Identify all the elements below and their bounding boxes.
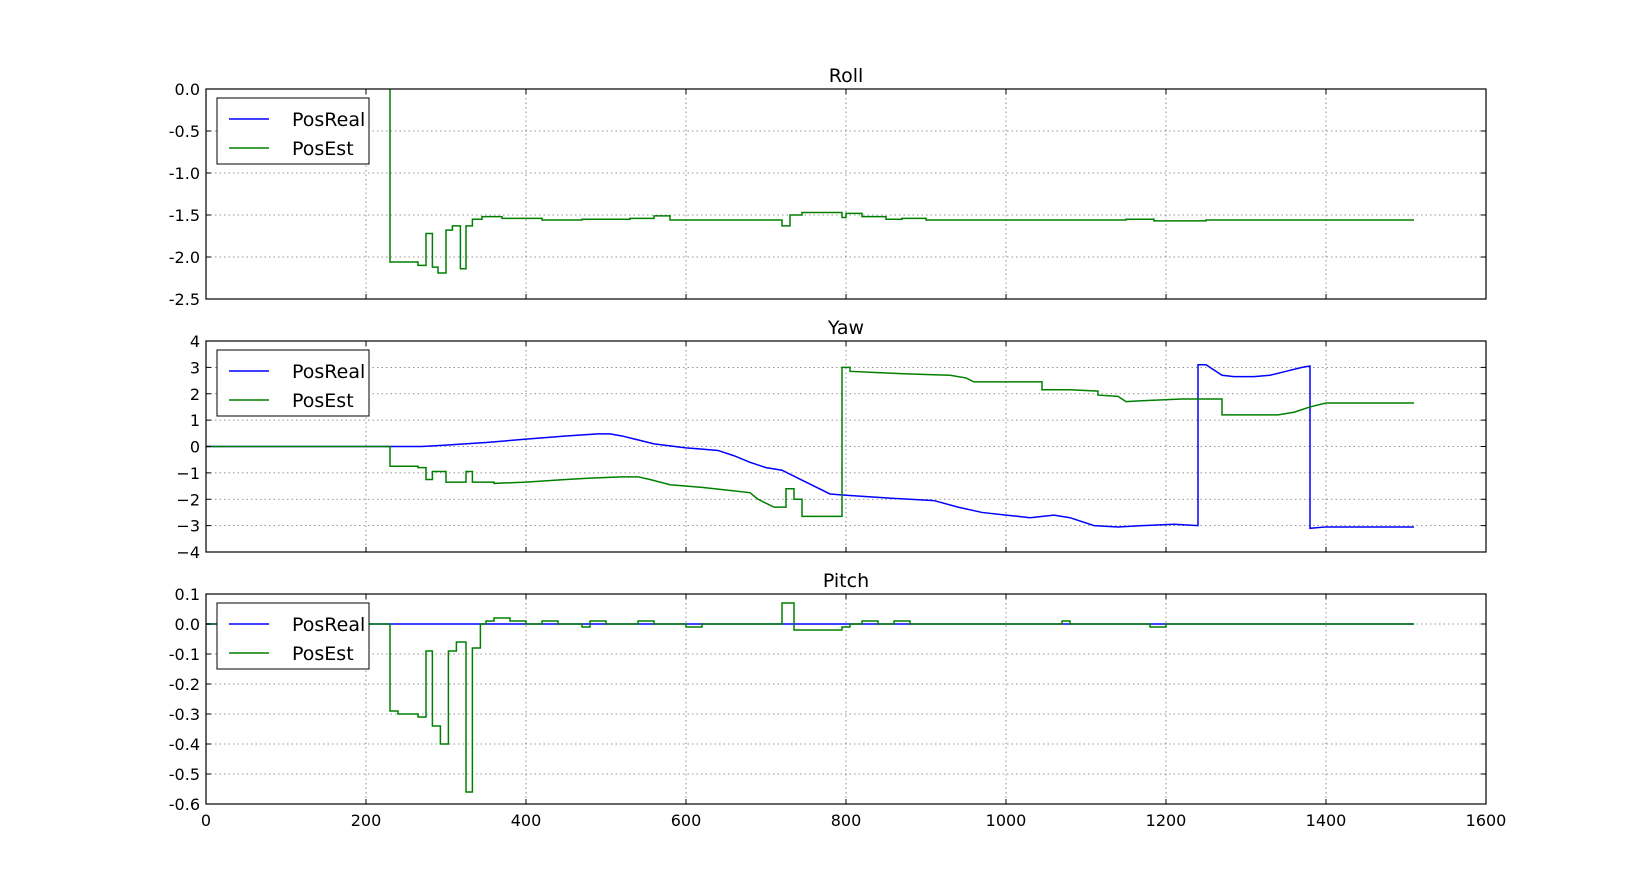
x-tick-label: 1200 (1146, 811, 1187, 830)
series-line-posest (206, 602, 1414, 793)
legend-label: PosReal (292, 614, 365, 636)
x-tick-label: 600 (671, 811, 702, 830)
y-tick-label: −2 (176, 490, 200, 509)
x-tick-label: 0 (201, 811, 211, 830)
legend-box (216, 97, 370, 165)
y-tick-label: -0.1 (169, 645, 200, 664)
y-tick-label: -0.4 (169, 735, 200, 754)
legend: PosReal PosEst (216, 349, 370, 417)
legend: PosReal PosEst (216, 602, 370, 670)
legend: PosReal PosEst (216, 97, 370, 165)
y-tick-label: -0.3 (169, 705, 200, 724)
legend-label: PosEst (292, 390, 354, 412)
y-tick-label: −3 (176, 517, 200, 536)
y-tick-label: 0.0 (175, 80, 200, 99)
y-tick-label: -0.6 (169, 795, 200, 814)
y-tick-label: 2 (190, 385, 200, 404)
x-tick-label: 1000 (986, 811, 1027, 830)
y-tick-label: -1.5 (169, 206, 200, 225)
legend-label: PosReal (292, 361, 365, 383)
series-line-posreal (206, 363, 1414, 530)
y-tick-label: −1 (176, 464, 200, 483)
y-tick-label: 0 (190, 438, 200, 457)
y-tick-label: -2.0 (169, 248, 200, 267)
y-tick-label: 0.0 (175, 615, 200, 634)
y-tick-label: -0.2 (169, 675, 200, 694)
legend-label: PosReal (292, 109, 365, 131)
legend-label: PosEst (292, 643, 354, 665)
x-tick-label: 800 (831, 811, 862, 830)
y-tick-label: 4 (190, 332, 200, 351)
x-tick-label: 1400 (1306, 811, 1347, 830)
subplot-title: Pitch (823, 570, 869, 592)
y-tick-label: -0.5 (169, 122, 200, 141)
y-tick-label: 3 (190, 358, 200, 377)
legend-box (216, 602, 370, 670)
x-tick-label: 200 (351, 811, 382, 830)
y-tick-label: -2.5 (169, 290, 200, 309)
y-tick-label: 0.1 (175, 585, 200, 604)
y-tick-label: -1.0 (169, 164, 200, 183)
subplot-pitch: 0 200 400 600 800 1000 1200 1400 1600 0.1 0.0 -0.1 -… (169, 570, 1507, 830)
series-line-posest (206, 366, 1414, 518)
x-tick-label: 1600 (1466, 811, 1507, 830)
y-tick-label: −4 (176, 543, 200, 562)
legend-label: PosEst (292, 138, 354, 160)
subplot-title: Roll (829, 65, 864, 87)
subplot-roll: 0.0 -0.5 -1.0 -1.5 -2.0 -2.5 Roll PosReal PosEst (169, 65, 1487, 309)
series-line-posest (389, 89, 1414, 274)
y-tick-label: -0.5 (169, 765, 200, 784)
y-tick-label: 1 (190, 411, 200, 430)
x-tick-label: 400 (511, 811, 542, 830)
subplot-yaw: 4 3 2 1 0 −1 −2 −3 −4 Yaw PosReal PosEst (176, 317, 1487, 562)
subplot-title: Yaw (827, 317, 864, 339)
legend-box (216, 349, 370, 417)
